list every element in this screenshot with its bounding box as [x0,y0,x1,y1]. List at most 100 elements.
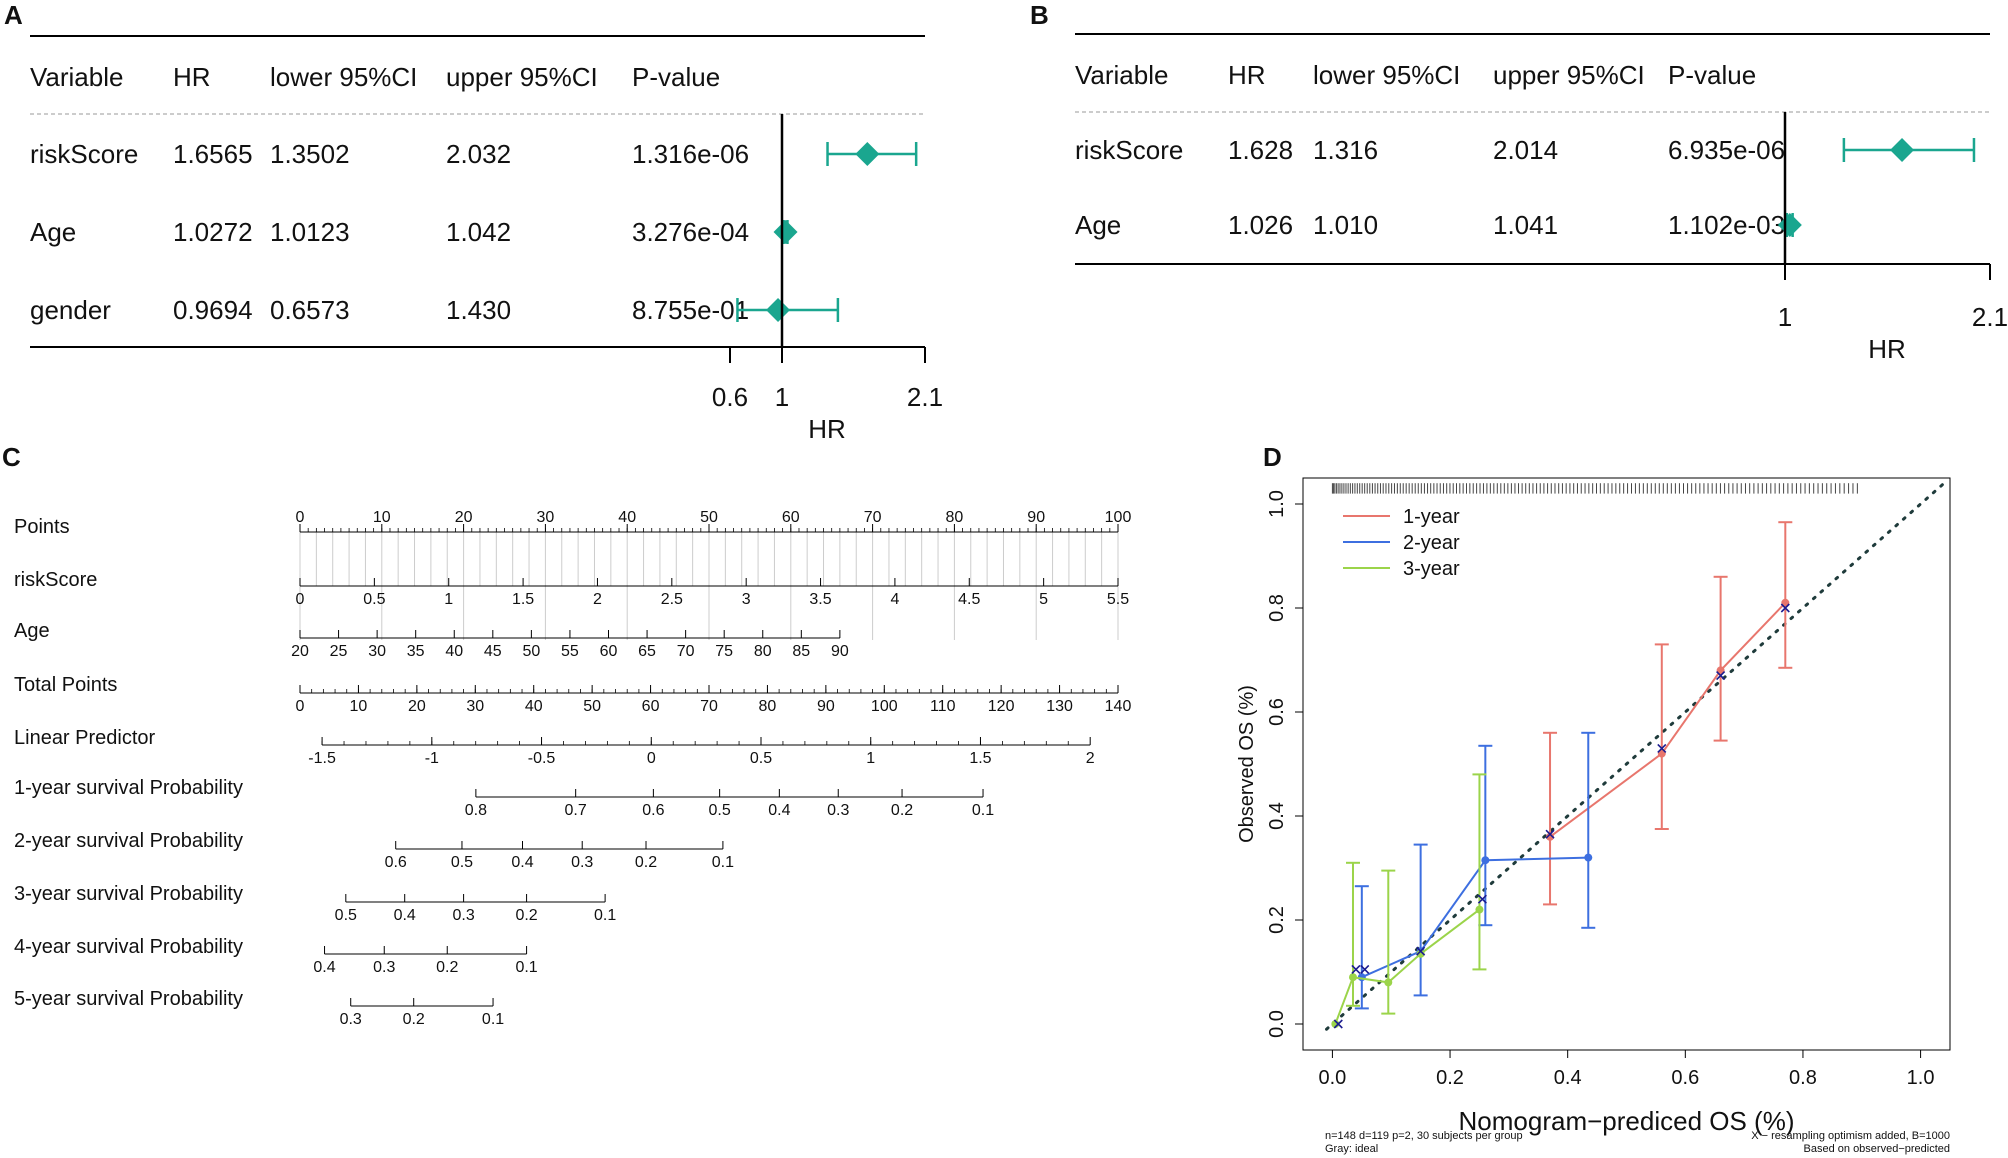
table-cell: 1.628 [1228,135,1293,165]
tick-label: 4 [890,591,899,608]
tick-label: 110 [930,698,956,715]
x-tick-label: 0.2 [1436,1067,1464,1089]
axis-tick-label: 2.1 [1972,302,2008,332]
axis-title: HR [1868,334,1906,364]
data-point [1781,598,1790,607]
tick-label: 0.5 [750,750,772,767]
tick-label: 30 [368,643,386,660]
tick-label: 0.2 [635,854,657,871]
axis-title: HR [808,414,846,444]
tick-label: 30 [466,698,484,715]
tick-label: 5 [1039,591,1048,608]
y-tick-label: 0.0 [1266,1010,1288,1038]
tick-label: 3.5 [809,591,831,608]
tick-label: 0.3 [571,854,593,871]
table-cell: 6.935e-06 [1668,135,1785,165]
hr-point [773,220,798,244]
table-cell: 1.041 [1493,210,1558,240]
tick-label: 0 [296,591,305,608]
data-point [1481,856,1490,865]
column-header: lower 95%CI [270,62,417,92]
table-cell: Age [30,217,76,247]
table-cell: 3.276e-04 [632,217,749,247]
tick-label: 0.6 [642,802,664,819]
tick-label: 0.6 [385,854,407,871]
hr-point [855,142,880,166]
tick-label: 0.5 [335,907,357,924]
data-point [1546,832,1555,841]
scale-label: 3-year survival Probability [14,883,243,905]
panel-label: D [1263,442,1282,472]
scale-label: Linear Predictor [14,727,156,749]
tick-label: 10 [373,509,391,526]
table-cell: 2.032 [446,139,511,169]
panel-b: B Variable HR lower 95%CI upper 95%CI P-value… [1030,0,2008,364]
axis-tick-label: 2.1 [907,382,943,412]
tick-label: 0 [296,698,305,715]
y-tick-label: 1.0 [1266,490,1288,518]
tick-label: 80 [946,509,964,526]
column-header: upper 95%CI [1493,60,1645,90]
tick-label: 1.5 [969,750,991,767]
tick-label: 50 [583,698,601,715]
x-axis-title: Nomogram−prediced OS (%) [1459,1106,1795,1136]
data-point [1657,749,1666,758]
legend-label: 3-year [1403,558,1460,580]
y-tick-label: 0.4 [1266,802,1288,830]
tick-label: 0.5 [363,591,385,608]
column-header: P-value [1668,60,1756,90]
tick-label: 60 [600,643,618,660]
footnote: X − resampling optimism added, B=1000 [1751,1130,1950,1142]
data-point [1475,905,1484,914]
footnote: n=148 d=119 p=2, 30 subjects per group [1325,1130,1523,1142]
tick-label: 0.1 [712,854,734,871]
table-cell: 1.3502 [270,139,350,169]
tick-label: 85 [792,643,810,660]
panel-label: A [4,0,23,30]
table-cell: Age [1075,210,1121,240]
column-header: HR [173,62,211,92]
tick-label: 40 [618,509,636,526]
x-tick-label: 0.0 [1319,1067,1347,1089]
tick-label: 0.2 [891,802,913,819]
legend-label: 2-year [1403,532,1460,554]
x-tick-label: 0.4 [1554,1067,1582,1089]
table-cell: riskScore [30,139,138,169]
legend-label: 1-year [1403,506,1460,528]
scale-label: riskScore [14,569,97,591]
tick-label: 100 [871,698,898,715]
table-cell: 0.6573 [270,295,350,325]
x-tick-label: 0.8 [1789,1067,1817,1089]
table-cell: 1.010 [1313,210,1378,240]
x-tick-label: 1.0 [1907,1067,1935,1089]
hr-point [766,298,791,322]
tick-label: 40 [525,698,543,715]
tick-label: 90 [1027,509,1045,526]
corrected-cross [1545,829,1555,839]
column-header: Variable [30,62,123,92]
axis-tick-label: 1 [775,382,789,412]
tick-label: 2.5 [661,591,683,608]
corrected-cross [1716,671,1726,681]
tick-label: 0.3 [340,1011,362,1028]
tick-label: 0.4 [394,907,416,924]
scale-label: 4-year survival Probability [14,936,243,958]
tick-label: 90 [817,698,835,715]
y-tick-label: 0.8 [1266,594,1288,622]
tick-label: 25 [330,643,348,660]
panel-d: D 0.0 0.2 0.4 0.6 0.8 1.0 0.0 0.2 0.4 0.6 0.8 1.0 Nom… [1236,442,1951,1155]
table-cell: 1.0272 [173,217,253,247]
corrected-cross [1477,894,1487,904]
tick-label: 120 [988,698,1015,715]
tick-label: 0.1 [972,802,994,819]
table-cell: 0.9694 [173,295,253,325]
tick-label: 0.4 [768,802,790,819]
tick-label: 10 [350,698,368,715]
tick-label: 40 [445,643,463,660]
tick-label: 35 [407,643,425,660]
x-tick-label: 0.6 [1671,1067,1699,1089]
tick-label: 80 [759,698,777,715]
tick-label: 0.7 [565,802,587,819]
tick-label: -0.5 [528,750,556,767]
